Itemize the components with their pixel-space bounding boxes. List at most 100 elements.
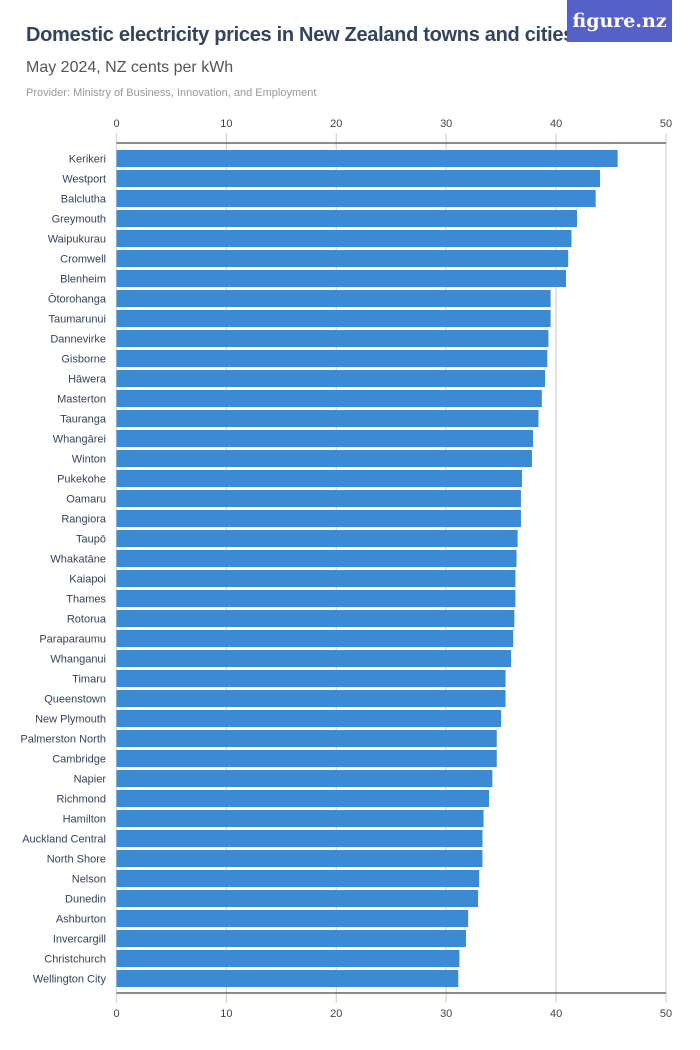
category-label: Thames <box>66 594 106 606</box>
bar <box>116 710 502 727</box>
bar <box>116 910 469 927</box>
category-label: Queenstown <box>44 694 106 706</box>
category-label: Cromwell <box>60 254 106 266</box>
x-tick-label-top: 10 <box>220 118 232 130</box>
category-label: Greymouth <box>52 214 106 226</box>
category-label: Kaiapoi <box>69 574 106 586</box>
bar <box>116 830 483 847</box>
category-label: Masterton <box>57 394 106 406</box>
bar <box>116 730 497 747</box>
bar <box>116 690 506 707</box>
category-label: Dunedin <box>65 894 106 906</box>
category-label: Blenheim <box>60 274 106 286</box>
bar <box>116 370 546 387</box>
x-tick-label-top: 30 <box>440 118 452 130</box>
bar <box>116 250 569 267</box>
x-tick-label-bottom: 10 <box>220 1008 232 1020</box>
category-label: Ōtorohanga <box>48 294 107 306</box>
bar <box>116 970 459 987</box>
x-tick-label-bottom: 30 <box>440 1008 452 1020</box>
x-tick-label-bottom: 0 <box>113 1008 119 1020</box>
bar <box>116 610 515 627</box>
bar <box>116 790 490 807</box>
bar <box>116 670 506 687</box>
category-label: Oamaru <box>66 494 106 506</box>
category-label: Whanganui <box>50 654 106 666</box>
bar <box>116 410 539 427</box>
category-label: Nelson <box>72 874 106 886</box>
bar <box>116 350 548 367</box>
x-tick-label-bottom: 50 <box>660 1008 672 1020</box>
category-label: Christchurch <box>44 954 106 966</box>
x-tick-label-bottom: 20 <box>330 1008 342 1020</box>
category-label: Paraparaumu <box>39 634 106 646</box>
bar <box>116 810 484 827</box>
bar <box>116 950 460 967</box>
category-label: Dannevirke <box>50 334 106 346</box>
chart-provider: Provider: Ministry of Business, Innovati… <box>26 87 317 99</box>
category-label: Winton <box>72 454 106 466</box>
bar <box>116 590 516 607</box>
bar <box>116 290 551 307</box>
x-tick-label-top: 40 <box>550 118 562 130</box>
x-tick-label-top: 0 <box>113 118 119 130</box>
category-label: Taupō <box>76 534 106 546</box>
bar <box>116 270 566 287</box>
category-label: Taumarunui <box>49 314 106 326</box>
bar <box>116 490 521 507</box>
bar <box>116 890 479 907</box>
category-label: Ashburton <box>56 914 106 926</box>
bar <box>116 230 572 247</box>
bar <box>116 150 618 167</box>
bar <box>116 330 549 347</box>
chart-title: Domestic electricity prices in New Zeala… <box>26 24 575 46</box>
category-label: Balclutha <box>61 194 107 206</box>
category-label: Invercargill <box>53 934 106 946</box>
category-label: Cambridge <box>52 754 106 766</box>
bar <box>116 430 534 447</box>
x-tick-label-bottom: 40 <box>550 1008 562 1020</box>
category-label: Whakatāne <box>50 554 106 566</box>
category-label: Wellington City <box>33 974 107 986</box>
bar <box>116 770 493 787</box>
bar <box>116 190 596 207</box>
figure-nz-logo[interactable]: figure.nz <box>567 0 672 42</box>
category-label: Waipukurau <box>48 234 106 246</box>
bar <box>116 510 521 527</box>
bar <box>116 870 480 887</box>
category-label: Auckland Central <box>22 834 106 846</box>
bar <box>116 850 483 867</box>
bar <box>116 650 512 667</box>
category-label: Napier <box>74 774 107 786</box>
bar <box>116 470 523 487</box>
category-label: Pukekohe <box>57 474 106 486</box>
bar <box>116 450 532 467</box>
category-label: Hamilton <box>63 814 106 826</box>
bar <box>116 530 518 547</box>
category-label: Gisborne <box>61 354 106 366</box>
bar <box>116 170 601 187</box>
bar <box>116 550 517 567</box>
category-label: Rotorua <box>67 614 107 626</box>
bar <box>116 390 542 407</box>
category-label: Westport <box>62 174 106 186</box>
category-label: Timaru <box>72 674 106 686</box>
category-label: Richmond <box>56 794 106 806</box>
x-tick-label-top: 50 <box>660 118 672 130</box>
bar <box>116 750 497 767</box>
bar <box>116 310 551 327</box>
bar <box>116 630 514 647</box>
category-label: Palmerston North <box>20 734 106 746</box>
chart-subtitle: May 2024, NZ cents per kWh <box>26 59 234 76</box>
bar <box>116 930 466 947</box>
category-label: New Plymouth <box>35 714 106 726</box>
x-tick-label-top: 20 <box>330 118 342 130</box>
category-label: Whangārei <box>53 434 106 446</box>
category-label: North Shore <box>47 854 106 866</box>
category-label: Rangiora <box>61 514 107 526</box>
bar <box>116 210 577 227</box>
bar <box>116 570 516 587</box>
category-label: Hāwera <box>68 374 107 386</box>
